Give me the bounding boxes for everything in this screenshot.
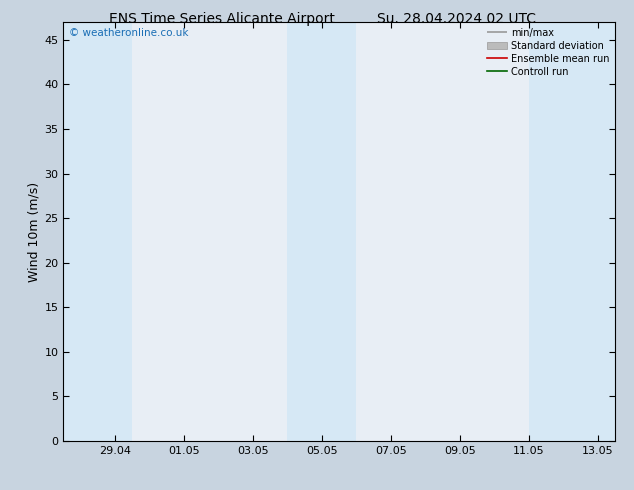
Bar bbox=[63, 22, 133, 441]
Bar bbox=[287, 22, 356, 441]
Text: Su. 28.04.2024 02 UTC: Su. 28.04.2024 02 UTC bbox=[377, 12, 536, 26]
Bar bbox=[529, 22, 615, 441]
Legend: min/max, Standard deviation, Ensemble mean run, Controll run: min/max, Standard deviation, Ensemble me… bbox=[483, 24, 613, 80]
Text: © weatheronline.co.uk: © weatheronline.co.uk bbox=[69, 28, 188, 38]
Text: ENS Time Series Alicante Airport: ENS Time Series Alicante Airport bbox=[109, 12, 335, 26]
Y-axis label: Wind 10m (m/s): Wind 10m (m/s) bbox=[27, 181, 40, 282]
